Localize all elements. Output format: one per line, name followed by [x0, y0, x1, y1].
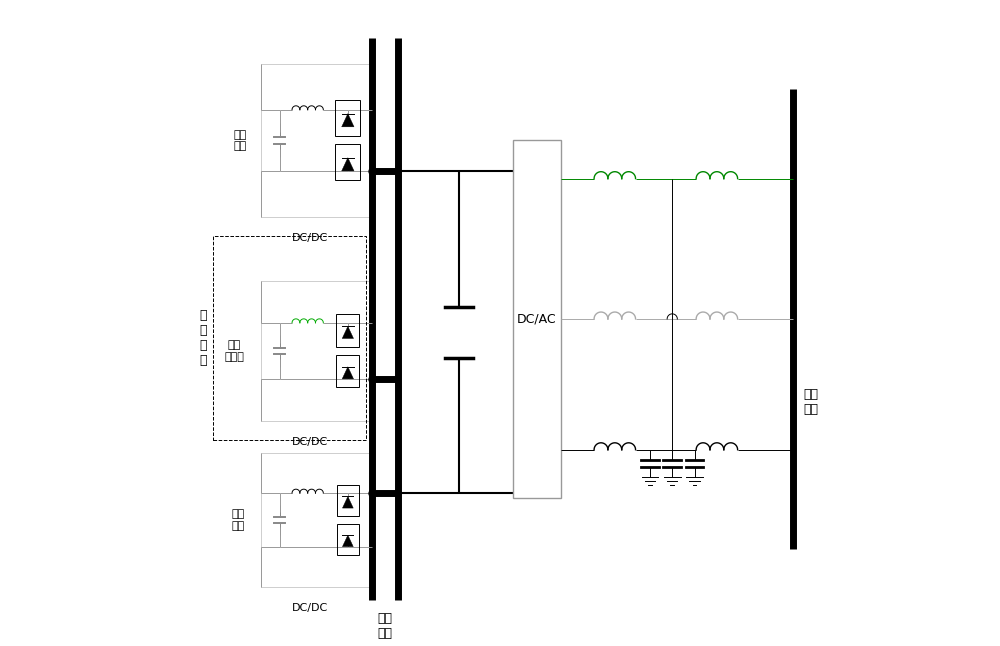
- Bar: [261, 453, 372, 587]
- Text: DC/DC: DC/DC: [292, 437, 328, 447]
- Text: 交流
母线: 交流 母线: [803, 388, 818, 416]
- Bar: [335, 145, 360, 180]
- Polygon shape: [342, 114, 354, 127]
- Text: 直流
母线: 直流 母线: [378, 612, 393, 640]
- Bar: [213, 236, 366, 440]
- Bar: [335, 100, 360, 136]
- Bar: [513, 140, 561, 497]
- Bar: [336, 314, 359, 347]
- Bar: [336, 355, 359, 388]
- Polygon shape: [342, 326, 354, 339]
- Text: DC/AC: DC/AC: [517, 313, 556, 326]
- Polygon shape: [342, 158, 354, 171]
- Polygon shape: [342, 535, 353, 547]
- Text: 锂电
池组: 锂电 池组: [234, 130, 247, 151]
- Bar: [337, 485, 359, 516]
- Bar: [261, 280, 372, 421]
- Text: DC/DC: DC/DC: [292, 233, 328, 243]
- Text: 超级
电容器: 超级 电容器: [224, 340, 244, 362]
- Bar: [337, 523, 359, 555]
- Text: 光伏
阵列: 光伏 阵列: [232, 509, 245, 530]
- Polygon shape: [342, 497, 353, 508]
- Bar: [261, 64, 372, 217]
- Text: 储
能
系
统: 储 能 系 统: [200, 309, 207, 367]
- Polygon shape: [342, 367, 354, 379]
- Text: DC/DC: DC/DC: [292, 603, 328, 613]
